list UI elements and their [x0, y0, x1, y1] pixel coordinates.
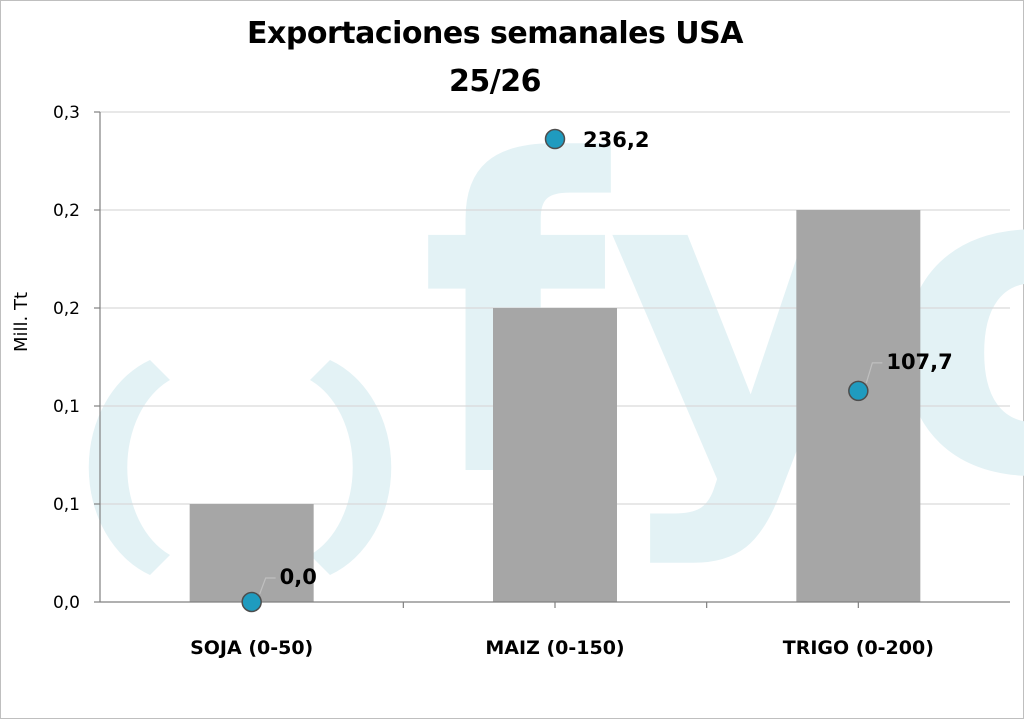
y-tick-label: 0,1: [53, 495, 80, 515]
x-tick-label: TRIGO (0-200): [783, 637, 934, 659]
label-leader-line: [259, 577, 276, 595]
y-tick-label: 0,3: [53, 103, 80, 123]
bar-2: [796, 210, 921, 602]
watermark-arc-left: [88, 360, 170, 575]
label-leader-line: [865, 362, 883, 384]
marker-point-1: [544, 128, 566, 150]
watermark-arc-right: [310, 360, 392, 575]
data-label-0: 0,0: [280, 565, 317, 589]
y-tick-label: 0,0: [53, 593, 80, 613]
marker-point-0: [241, 591, 262, 613]
data-label-1: 236,2: [583, 128, 649, 152]
marker-point-2: [848, 380, 869, 402]
data-label-2: 107,7: [886, 350, 952, 374]
y-axis-label: Mill. Tt: [11, 292, 32, 352]
marker-series: 0,0 236,2 107,7: [241, 128, 953, 613]
chart-subtitle: 25/26: [449, 64, 541, 99]
bar-0: [189, 504, 314, 602]
y-tick-label: 0,1: [53, 397, 80, 417]
bar-series: [189, 210, 921, 602]
bar-1: [493, 308, 617, 602]
y-tick-labels: 0,0 0,1 0,1 0,2 0,2 0,3: [53, 103, 80, 613]
x-tick-label: SOJA (0-50): [190, 637, 313, 659]
y-tick-label: 0,2: [53, 201, 80, 221]
y-tick-label: 0,2: [53, 299, 80, 319]
x-tick-labels: SOJA (0-50) MAIZ (0-150) TRIGO (0-200): [190, 637, 934, 659]
x-tick-label: MAIZ (0-150): [485, 637, 624, 659]
chart-title: Exportaciones semanales USA: [247, 16, 743, 51]
